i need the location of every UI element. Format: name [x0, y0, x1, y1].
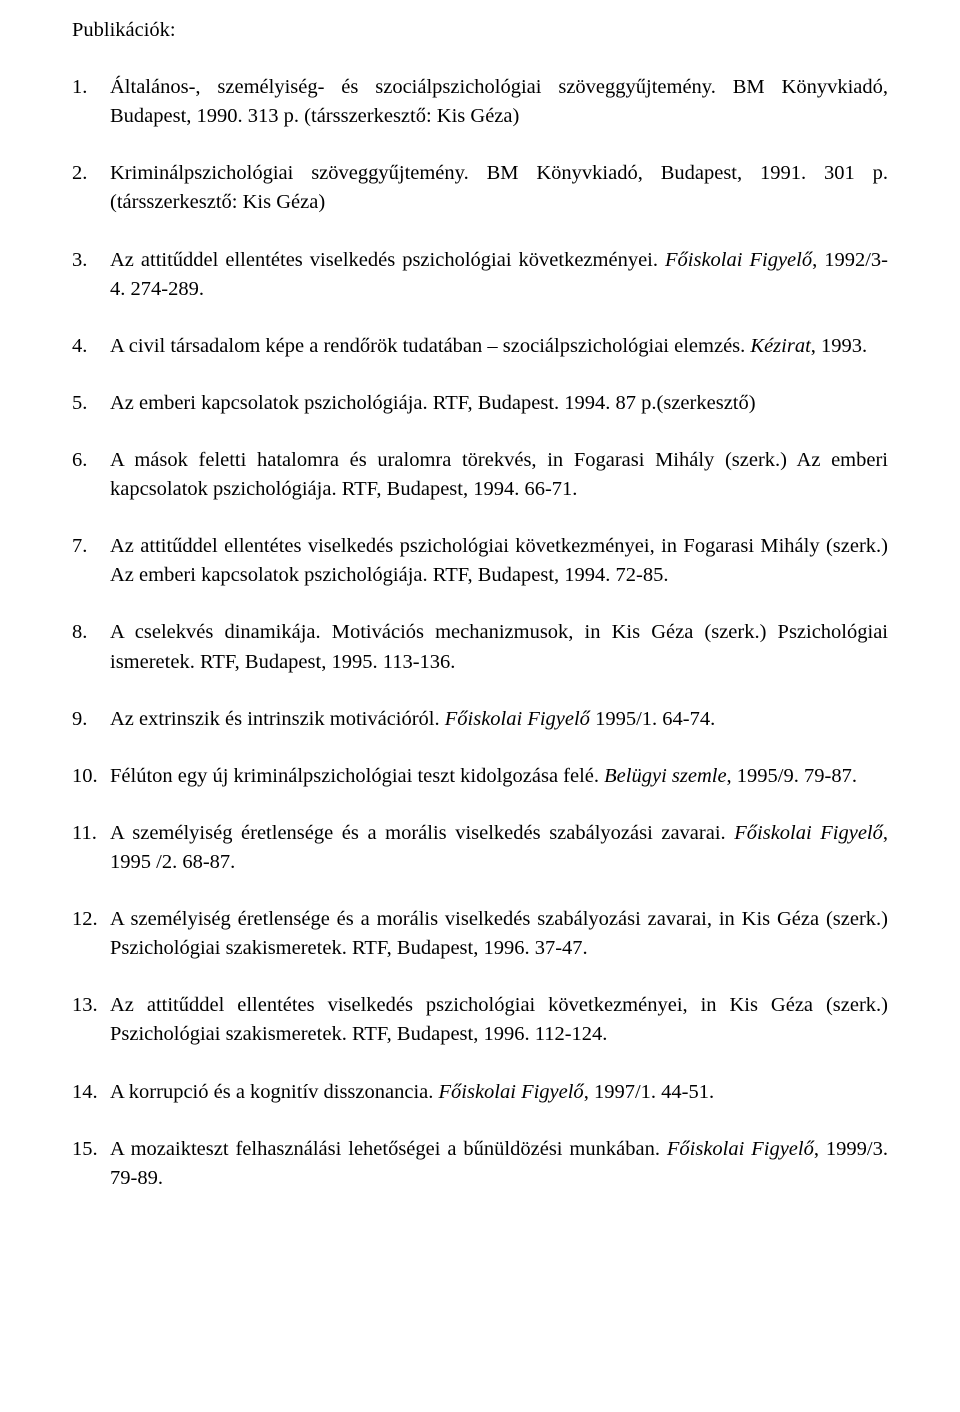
item-number: 4.	[72, 332, 110, 361]
italic-segment: Főiskolai Figyelő	[665, 249, 812, 271]
publication-item: 15.A mozaikteszt felhasználási lehetőség…	[72, 1135, 888, 1193]
text-segment: Általános-, személyiség- és szociálpszic…	[110, 76, 888, 127]
item-text: A civil társadalom képe a rendőrök tudat…	[110, 332, 888, 361]
publication-item: 4.A civil társadalom képe a rendőrök tud…	[72, 332, 888, 361]
item-text: A korrupció és a kognitív disszonancia. …	[110, 1078, 888, 1107]
text-segment: A civil társadalom képe a rendőrök tudat…	[110, 335, 750, 357]
item-number: 11.	[72, 819, 110, 877]
text-segment: Kriminálpszichológiai szöveggyűjtemény. …	[110, 162, 888, 213]
publication-item: 6.A mások feletti hatalomra és uralomra …	[72, 446, 888, 504]
item-text: Általános-, személyiség- és szociálpszic…	[110, 73, 888, 131]
item-text: A cselekvés dinamikája. Motivációs mecha…	[110, 618, 888, 676]
item-number: 1.	[72, 73, 110, 131]
publication-item: 10.Félúton egy új kriminálpszichológiai …	[72, 762, 888, 791]
item-number: 14.	[72, 1078, 110, 1107]
italic-segment: Főiskolai Figyelő	[667, 1138, 814, 1160]
item-text: Az attitűddel ellentétes viselkedés pszi…	[110, 246, 888, 304]
item-text: Az attitűddel ellentétes viselkedés pszi…	[110, 532, 888, 590]
publication-item: 13.Az attitűddel ellentétes viselkedés p…	[72, 991, 888, 1049]
item-number: 15.	[72, 1135, 110, 1193]
publication-item: 11.A személyiség éretlensége és a moráli…	[72, 819, 888, 877]
text-segment: A cselekvés dinamikája. Motivációs mecha…	[110, 621, 888, 672]
italic-segment: Belügyi szemle	[604, 765, 726, 787]
text-segment: , 1997/1. 44-51.	[584, 1081, 714, 1103]
text-segment: , 1993.	[811, 335, 867, 357]
item-text: Az attitűddel ellentétes viselkedés pszi…	[110, 991, 888, 1049]
text-segment: 1995/1. 64-74.	[590, 708, 715, 730]
item-text: A mozaikteszt felhasználási lehetőségei …	[110, 1135, 888, 1193]
document-page: Publikációk: 1.Általános-, személyiség- …	[0, 0, 960, 1412]
publication-item: 14.A korrupció és a kognitív disszonanci…	[72, 1078, 888, 1107]
text-segment: A mozaikteszt felhasználási lehetőségei …	[110, 1138, 667, 1160]
item-number: 10.	[72, 762, 110, 791]
text-segment: A mások feletti hatalomra és uralomra tö…	[110, 449, 888, 500]
publication-item: 1.Általános-, személyiség- és szociálpsz…	[72, 73, 888, 131]
item-number: 8.	[72, 618, 110, 676]
text-segment: Az attitűddel ellentétes viselkedés pszi…	[110, 994, 888, 1045]
publication-item: 2.Kriminálpszichológiai szöveggyűjtemény…	[72, 159, 888, 217]
publication-item: 5.Az emberi kapcsolatok pszichológiája. …	[72, 389, 888, 418]
item-text: A személyiség éretlensége és a morális v…	[110, 819, 888, 877]
item-text: A személyiség éretlensége és a morális v…	[110, 905, 888, 963]
text-segment: A korrupció és a kognitív disszonancia.	[110, 1081, 439, 1103]
item-number: 2.	[72, 159, 110, 217]
item-text: A mások feletti hatalomra és uralomra tö…	[110, 446, 888, 504]
item-number: 7.	[72, 532, 110, 590]
item-number: 3.	[72, 246, 110, 304]
item-number: 9.	[72, 705, 110, 734]
page-title: Publikációk:	[72, 16, 888, 45]
text-segment: Az attitűddel ellentétes viselkedés pszi…	[110, 249, 665, 271]
item-number: 12.	[72, 905, 110, 963]
text-segment: Az extrinszik és intrinszik motivációról…	[110, 708, 445, 730]
item-text: Az emberi kapcsolatok pszichológiája. RT…	[110, 389, 888, 418]
text-segment: Az attitűddel ellentétes viselkedés pszi…	[110, 535, 888, 586]
italic-segment: Főiskolai Figyelő	[734, 822, 883, 844]
item-number: 13.	[72, 991, 110, 1049]
item-text: Félúton egy új kriminálpszichológiai tes…	[110, 762, 888, 791]
item-number: 6.	[72, 446, 110, 504]
publication-item: 3.Az attitűddel ellentétes viselkedés ps…	[72, 246, 888, 304]
italic-segment: Kézirat	[750, 335, 810, 357]
italic-segment: Főiskolai Figyelő	[445, 708, 590, 730]
text-segment: Az emberi kapcsolatok pszichológiája. RT…	[110, 392, 756, 414]
text-segment: A személyiség éretlensége és a morális v…	[110, 822, 734, 844]
publication-item: 12.A személyiség éretlensége és a moráli…	[72, 905, 888, 963]
text-segment: , 1995/9. 79-87.	[727, 765, 857, 787]
text-segment: A személyiség éretlensége és a morális v…	[110, 908, 888, 959]
publication-item: 7.Az attitűddel ellentétes viselkedés ps…	[72, 532, 888, 590]
publication-list: 1.Általános-, személyiség- és szociálpsz…	[72, 73, 888, 1193]
item-text: Az extrinszik és intrinszik motivációról…	[110, 705, 888, 734]
item-text: Kriminálpszichológiai szöveggyűjtemény. …	[110, 159, 888, 217]
publication-item: 8.A cselekvés dinamikája. Motivációs mec…	[72, 618, 888, 676]
item-number: 5.	[72, 389, 110, 418]
italic-segment: Főiskolai Figyelő	[439, 1081, 584, 1103]
publication-item: 9.Az extrinszik és intrinszik motivációr…	[72, 705, 888, 734]
text-segment: Félúton egy új kriminálpszichológiai tes…	[110, 765, 604, 787]
